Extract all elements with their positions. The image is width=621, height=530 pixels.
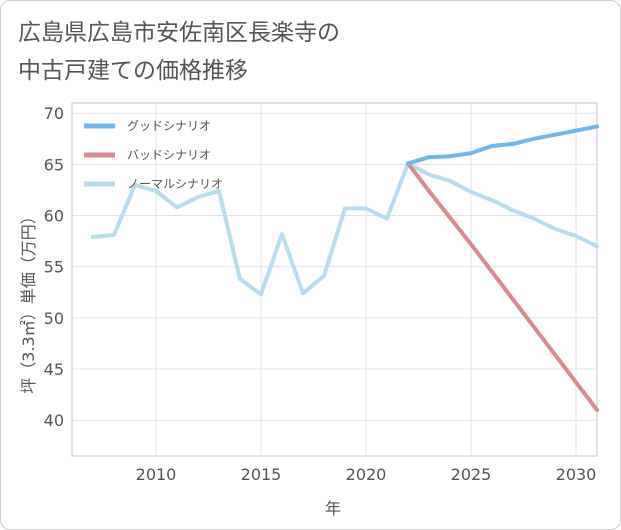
grid-lines: [72, 103, 597, 456]
series-line-1: [406, 161, 599, 412]
y-tick-label-70: 70: [44, 104, 64, 123]
y-tick-label-60: 60: [44, 207, 64, 226]
legend-label-1: バッドシナリオ: [127, 148, 211, 162]
y-tick-labels: 40 45 50 55 60 65 70: [44, 104, 64, 430]
y-tick-label-55: 55: [44, 258, 64, 277]
legend-label-0: グッドシナリオ: [127, 119, 211, 133]
chart-title-line-2: 中古戸建ての価格推移: [18, 58, 248, 84]
x-tick-label-2015: 2015: [241, 465, 282, 484]
chart-title-line-1: 広島県広島市安佐南区長楽寺の: [18, 20, 340, 46]
y-tick-label-65: 65: [44, 155, 64, 174]
x-axis-label: 年: [325, 499, 341, 518]
series-line-0: [406, 124, 599, 166]
x-tick-labels: 2010 2015 2020 2025 2030: [136, 465, 597, 484]
x-tick-label-2010: 2010: [136, 465, 177, 484]
y-axis-label: 坪（3.3㎡）単価（万円）: [19, 208, 38, 393]
y-tick-label-50: 50: [44, 309, 64, 328]
y-tick-label-40: 40: [44, 411, 64, 430]
x-tick-label-2025: 2025: [451, 465, 492, 484]
x-tick-label-2020: 2020: [346, 465, 387, 484]
y-tick-label-45: 45: [44, 360, 64, 379]
chart-title: 広島県広島市安佐南区長楽寺の 中古戸建ての価格推移: [18, 14, 340, 90]
legend-label-2: ノーマルシナリオ: [127, 177, 223, 191]
x-tick-label-2030: 2030: [556, 465, 597, 484]
series-lines: [91, 124, 599, 412]
series-line-2: [91, 161, 599, 297]
plot-area: [71, 102, 598, 457]
